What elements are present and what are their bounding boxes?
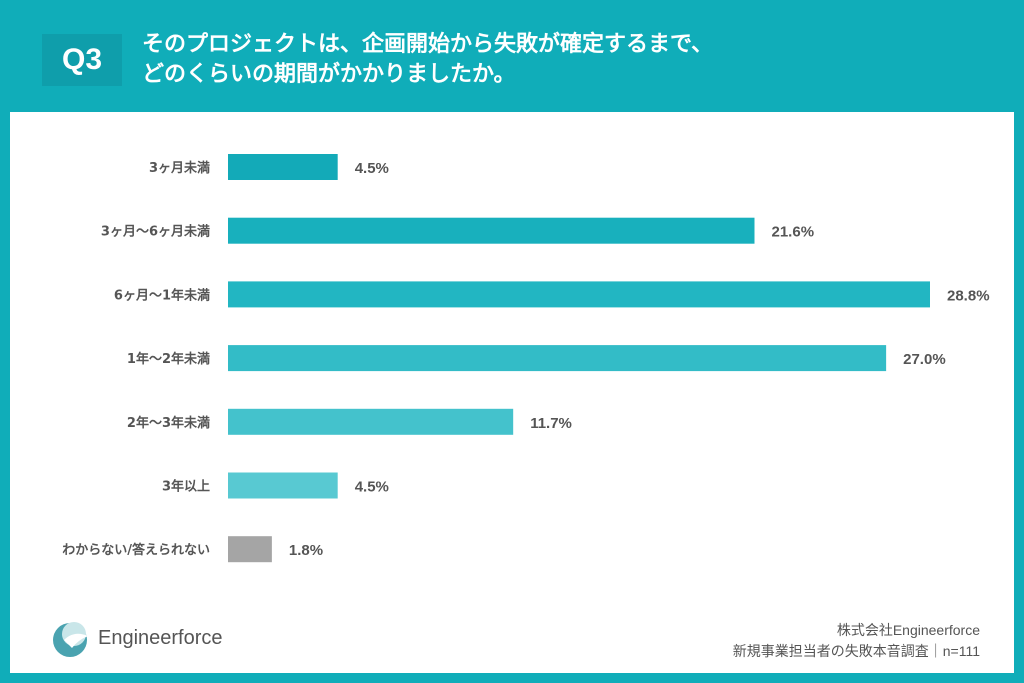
bar: [228, 154, 338, 180]
logo-text: Engineerforce: [98, 626, 223, 649]
value-label: 21.6%: [772, 224, 815, 241]
bar: [228, 217, 755, 244]
category-label: 3年以上: [162, 479, 210, 495]
category-label: 2年〜3年未満: [127, 415, 210, 431]
value-label: 4.5%: [355, 479, 389, 496]
question-badge: Q3: [42, 34, 122, 86]
category-label: 1年〜2年未満: [127, 351, 210, 367]
category-label: 6ヶ月〜1年未満: [114, 287, 210, 303]
value-label: 27.0%: [903, 351, 946, 368]
bar: [228, 536, 272, 563]
bar: [228, 281, 930, 308]
title-line-2: どのくらいの期間がかかりましたか。: [142, 62, 516, 87]
bar: [228, 345, 887, 372]
value-label: 4.5%: [355, 160, 389, 177]
category-label: 3ヶ月〜6ヶ月未満: [101, 224, 210, 240]
value-label: 1.8%: [289, 542, 323, 559]
value-label: 28.8%: [947, 287, 990, 304]
source-credit: 株式会社Engineerforce 新規事業担当者の失敗本音調査｜n=111: [733, 620, 980, 662]
category-label: 3ヶ月未満: [149, 160, 210, 176]
bar: [228, 408, 514, 435]
company-logo: Engineerforce: [52, 618, 223, 658]
company-name: 株式会社Engineerforce: [836, 622, 980, 638]
survey-info: 新規事業担当者の失敗本音調査｜n=111: [732, 643, 980, 659]
title-line-1: そのプロジェクトは、企画開始から失敗が確定するまで、: [142, 32, 714, 57]
value-label: 11.7%: [530, 415, 572, 432]
question-title: そのプロジェクトは、企画開始から失敗が確定するまで、 どのくらいの期間がかかりま…: [142, 30, 713, 90]
chart-panel: [10, 112, 1014, 673]
bar: [228, 472, 338, 499]
category-label: わからない/答えられない: [62, 542, 210, 558]
logo-icon: [53, 622, 88, 657]
